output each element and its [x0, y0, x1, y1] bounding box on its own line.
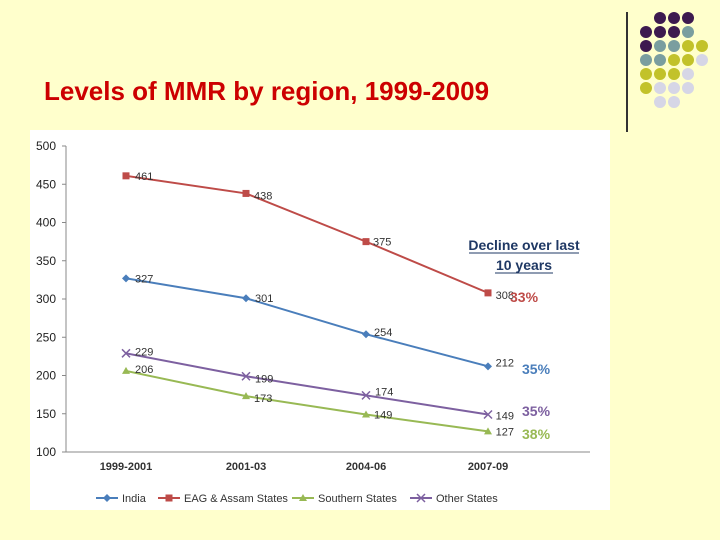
decorative-dot: [640, 68, 652, 80]
data-point: [121, 348, 131, 358]
y-tick-label: 300: [36, 292, 56, 306]
y-tick-label: 500: [36, 139, 56, 153]
y-tick-label: 100: [36, 445, 56, 459]
legend-marker: [165, 494, 173, 502]
data-point-stroke: [361, 390, 371, 400]
decorative-dot: [682, 54, 694, 66]
decorative-dot: [640, 54, 652, 66]
decorative-dot: [682, 68, 694, 80]
data-point-stroke: [241, 371, 251, 381]
decorative-dot: [668, 12, 680, 24]
legend-label: India: [122, 493, 147, 505]
data-point: [122, 172, 130, 180]
y-tick-label: 450: [36, 177, 56, 191]
data-point: [484, 427, 492, 435]
data-label: 173: [254, 393, 272, 405]
y-tick-label: 350: [36, 254, 56, 268]
series-line: [125, 174, 489, 294]
x-tick-label: 2001-03: [226, 461, 266, 473]
legend-marker: [416, 493, 426, 503]
data-label: 229: [135, 346, 153, 358]
data-point-stroke: [121, 348, 131, 358]
decorative-dot: [668, 40, 680, 52]
data-point: [362, 410, 370, 418]
data-point: [241, 371, 251, 381]
y-tick-label: 200: [36, 369, 56, 383]
data-point: [242, 189, 250, 197]
y-tick-label: 150: [36, 407, 56, 421]
decorative-dot: [682, 40, 694, 52]
decline-label: 38%: [522, 426, 551, 442]
decorative-dot: [640, 26, 652, 38]
legend-label: EAG & Assam States: [184, 493, 288, 505]
legend-marker: [103, 494, 111, 502]
decorative-dot: [654, 82, 666, 94]
legend-label: Other States: [436, 493, 498, 505]
data-label: 199: [255, 373, 273, 385]
decorative-dot: [640, 82, 652, 94]
data-point: [242, 294, 250, 303]
x-tick-label: 2007-09: [468, 461, 508, 473]
decorative-dot: [668, 96, 680, 108]
data-point: [122, 366, 130, 374]
data-label: 375: [373, 237, 391, 249]
data-point: [122, 274, 130, 283]
series-line: [125, 369, 489, 433]
series-line: [125, 277, 489, 368]
data-point: [362, 330, 370, 339]
data-label: 127: [496, 426, 514, 438]
data-label: 461: [135, 171, 153, 183]
data-point: [484, 362, 492, 371]
decorative-dot: [682, 12, 694, 24]
data-label: 206: [135, 364, 153, 376]
data-label: 149: [496, 411, 514, 423]
decorative-dot: [654, 26, 666, 38]
decline-label: 35%: [522, 361, 551, 377]
y-tick-label: 400: [36, 216, 56, 230]
data-label: 174: [375, 386, 393, 398]
data-label: 212: [496, 357, 514, 369]
legend-marker: [299, 494, 307, 501]
decorative-dot: [682, 82, 694, 94]
annotation-line-2: 10 years: [496, 257, 552, 273]
data-point: [483, 409, 493, 420]
decorative-dot: [654, 40, 666, 52]
mmr-line-chart: 100 150 200 250 300 350 400 450 500 1999-2001 2001…: [36, 139, 590, 505]
legend-label: Southern States: [318, 493, 397, 505]
decorative-dot: [654, 12, 666, 24]
decorative-dot: [668, 26, 680, 38]
x-tick-label: 1999-2001: [100, 461, 153, 473]
decline-label: 35%: [522, 403, 551, 419]
data-point: [362, 238, 370, 246]
data-label: 308: [496, 290, 514, 302]
slide-title: Levels of MMR by region, 1999-2009: [44, 76, 490, 106]
chart-panel: 100 150 200 250 300 350 400 450 500 1999-2001 2001…: [30, 130, 610, 510]
decorative-dot: [668, 54, 680, 66]
data-point-stroke: [483, 409, 493, 420]
data-point: [242, 392, 250, 400]
decorative-dot: [654, 54, 666, 66]
data-point: [484, 289, 492, 297]
decorative-dot: [696, 40, 708, 52]
decorative-dot: [696, 54, 708, 66]
divider-line: [626, 12, 628, 132]
x-tick-label: 2004-06: [346, 461, 386, 473]
decline-label: 33%: [510, 289, 539, 305]
decorative-dot: [654, 68, 666, 80]
decorative-dot: [668, 68, 680, 80]
decorative-dot: [640, 40, 652, 52]
data-label: 438: [254, 190, 272, 202]
series-line: [125, 352, 489, 416]
decorative-dot: [654, 96, 666, 108]
y-tick-label: 250: [36, 330, 56, 344]
decorative-dot: [668, 82, 680, 94]
data-point: [361, 390, 371, 400]
data-label: 254: [374, 327, 392, 339]
annotation-line-1: Decline over last: [468, 237, 580, 253]
decorative-dot: [682, 26, 694, 38]
data-label: 301: [255, 293, 273, 305]
data-label: 327: [135, 273, 153, 285]
data-label: 149: [374, 410, 392, 422]
